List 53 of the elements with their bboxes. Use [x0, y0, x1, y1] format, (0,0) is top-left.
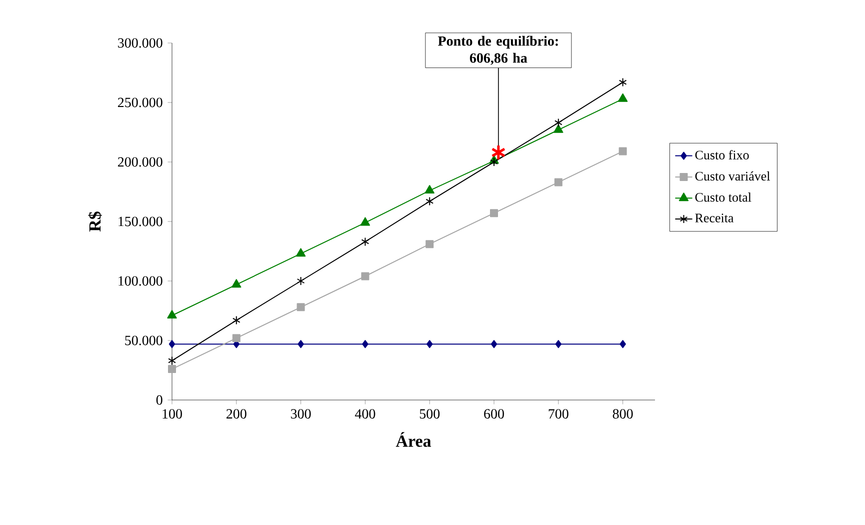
- legend-label: Custo total: [695, 192, 752, 202]
- point: [232, 279, 242, 288]
- point: [361, 237, 370, 246]
- point: [620, 340, 626, 348]
- point: [298, 340, 304, 348]
- point: [618, 147, 627, 156]
- legend-label: Custo variável: [695, 171, 770, 181]
- point: [426, 340, 433, 348]
- point: [168, 365, 176, 374]
- point: [296, 276, 305, 286]
- legend-label: Receita: [695, 214, 734, 222]
- x-tick-label: 200: [226, 409, 246, 419]
- x-tick-label: 100: [162, 409, 182, 419]
- point: [360, 217, 370, 226]
- point: [490, 209, 498, 218]
- point: [296, 303, 305, 312]
- point: [490, 158, 498, 166]
- point: [490, 340, 498, 348]
- x-tick-label: 800: [612, 409, 633, 419]
- y-tick-label: 0: [156, 395, 162, 405]
- x-tick-label: 700: [548, 409, 568, 419]
- y-tick-label: 150.000: [118, 216, 162, 226]
- y-tick-label: 300.000: [118, 38, 162, 48]
- point: [618, 93, 628, 102]
- x-tick-label: 300: [290, 409, 311, 419]
- y-tick-label: 250.000: [118, 98, 162, 108]
- legend-label: Custo fixo: [695, 150, 749, 160]
- y-tick-label: 100.000: [118, 276, 162, 286]
- point: [554, 178, 562, 186]
- point: [554, 118, 562, 128]
- y-tick-label: 200.000: [118, 157, 162, 167]
- point: [296, 248, 306, 257]
- annotation: Ponto de equilíbrio: 606,86 ha: [438, 36, 558, 65]
- x-tick-label: 500: [420, 409, 440, 419]
- point: [618, 78, 627, 87]
- point: [426, 196, 434, 206]
- y-tick-label: 50.000: [125, 336, 162, 346]
- point: [232, 334, 240, 342]
- point: [361, 272, 370, 280]
- point: [554, 124, 564, 133]
- x-axis-title: Área: [396, 432, 432, 447]
- point: [424, 185, 434, 194]
- point: [167, 310, 177, 319]
- point: [555, 340, 562, 348]
- point: [168, 340, 176, 348]
- y-axis-title: R$: [88, 212, 102, 232]
- point: [491, 144, 506, 161]
- point: [362, 340, 368, 348]
- x-tick-label: 600: [484, 409, 504, 419]
- point: [426, 240, 434, 248]
- x-tick-label: 400: [354, 409, 376, 419]
- point: [168, 356, 176, 366]
- point: [232, 316, 240, 325]
